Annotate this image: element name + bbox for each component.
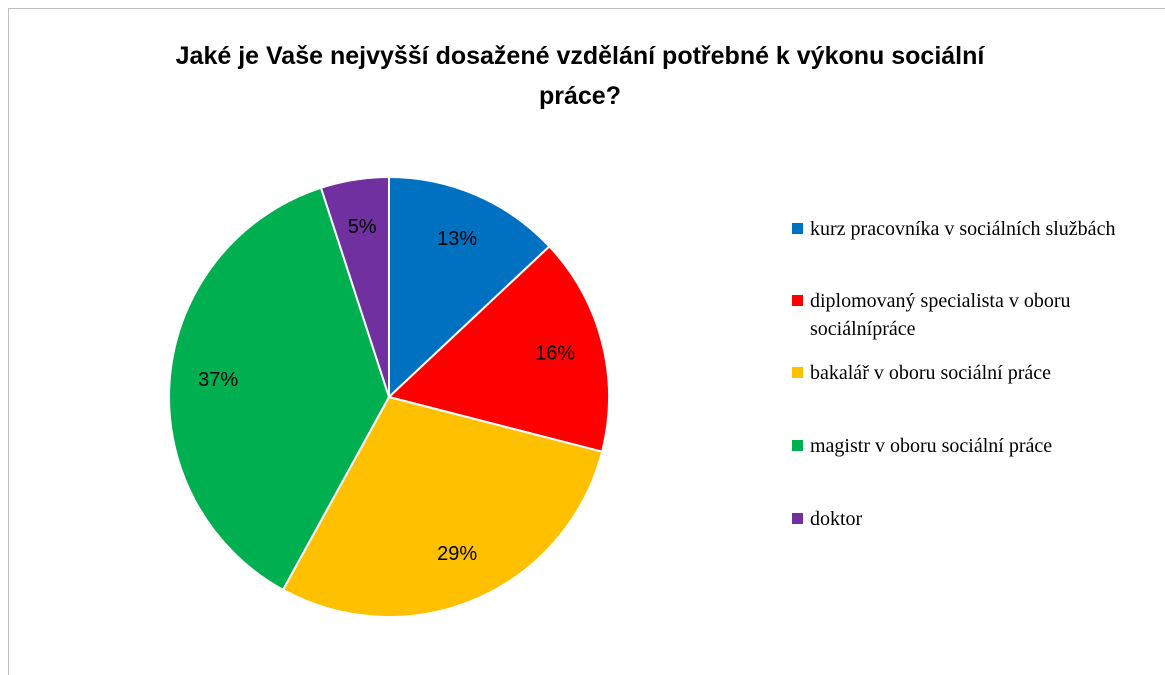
legend: kurz pracovníka v sociálních službách dip…	[790, 215, 1160, 578]
legend-item: diplomovaný specialista v oboru sociální…	[790, 287, 1160, 343]
data-label: 29%	[437, 543, 477, 565]
legend-swatch	[792, 367, 803, 378]
legend-swatch	[792, 440, 803, 451]
legend-label: kurz pracovníka v sociálních službách	[810, 218, 1116, 240]
pie-slice	[319, 175, 390, 398]
legend-label: diplomovaný specialista v oboru sociální…	[810, 290, 1071, 340]
data-label: 16%	[535, 343, 575, 365]
legend-label: bakalář v oboru sociální práce	[810, 362, 1052, 384]
legend-label: magistr v oboru sociální práce	[810, 435, 1053, 457]
legend-swatch	[792, 513, 803, 524]
chart-frame	[8, 8, 1165, 675]
data-label: 37%	[198, 369, 238, 391]
legend-label: doktor	[810, 508, 863, 530]
pie-slice	[388, 175, 551, 400]
data-label: 13%	[437, 228, 477, 250]
legend-item: doktor	[790, 505, 1160, 533]
chart-title: Jaké je Vaše nejvyšší dosažené vzdělání …	[175, 42, 985, 110]
legend-swatch	[792, 295, 803, 306]
pie-slice	[386, 244, 610, 453]
legend-item: magistr v oboru sociální práce	[790, 432, 1160, 460]
legend-item: bakalář v oboru sociální práce	[790, 359, 1160, 387]
pie-slice	[281, 395, 604, 618]
legend-swatch	[792, 223, 803, 234]
pie-slice	[168, 186, 391, 592]
legend-item: kurz pracovníka v sociálních službách	[790, 215, 1160, 271]
data-label: 5%	[348, 216, 377, 238]
